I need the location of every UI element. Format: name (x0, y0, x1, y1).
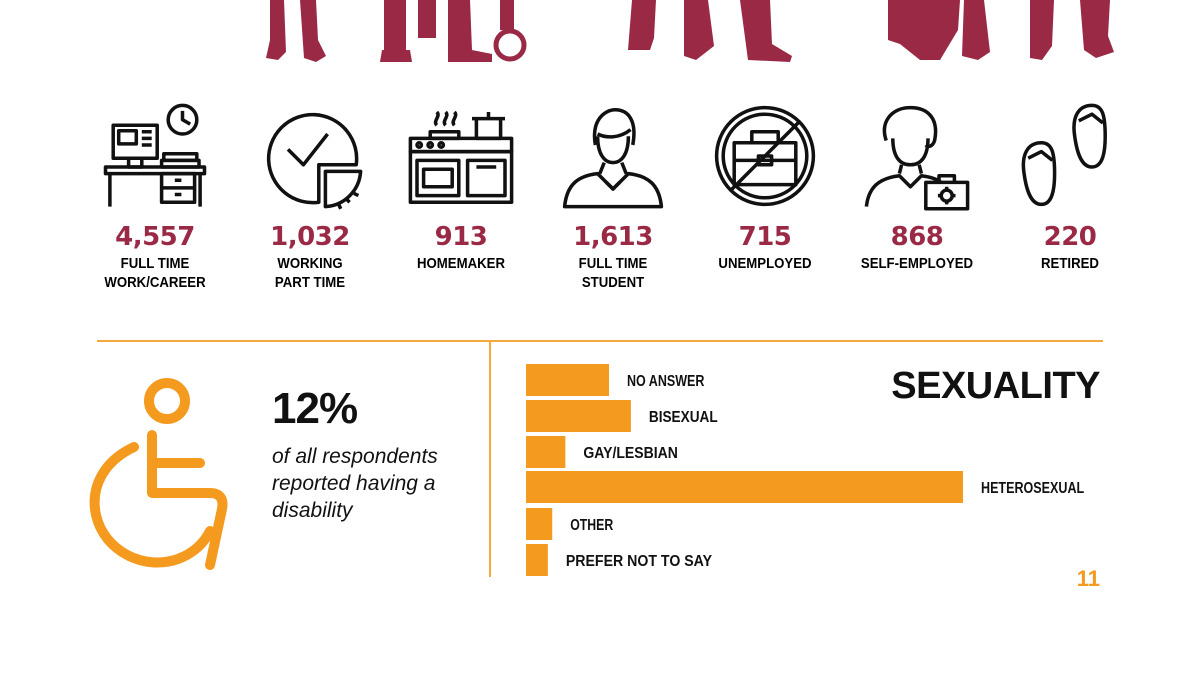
self-employed-person-icon (864, 105, 970, 211)
stat-part-time: 1,032 WORKING PART TIME (240, 100, 380, 292)
stat-label: SELF-EMPLOYED (860, 255, 974, 272)
stat-value: 1,613 (573, 222, 653, 252)
stat-homemaker: 913 HOMEMAKER (391, 100, 531, 273)
bar-label: GAY/LESBIAN (583, 445, 678, 462)
stat-label: RETIRED (1041, 255, 1099, 272)
stat-unemployed: 715 UNEMPLOYED (695, 100, 835, 273)
wheelchair-icon (89, 378, 228, 570)
page-number: 11 (1076, 566, 1100, 591)
bar-other (526, 508, 553, 540)
bar-prefer-not-to-say (526, 544, 548, 576)
silhouette-figures (266, 0, 1114, 62)
kitchen-stove-icon (408, 110, 514, 204)
office-desk-icon (103, 103, 207, 207)
stat-value: 1,032 (270, 222, 350, 252)
section-divider (97, 340, 1103, 342)
stat-value: 220 (1043, 222, 1097, 252)
stat-label: UNEMPLOYED (718, 255, 812, 272)
flip-flops-icon (1021, 103, 1107, 207)
employment-stats-row: 4,557 FULL TIME WORK/CAREER 1,032 WORKIN… (95, 100, 1115, 310)
stat-value: 868 (890, 222, 944, 252)
column-divider (489, 342, 491, 577)
bar-no-answer (526, 364, 610, 396)
no-briefcase-icon (714, 105, 816, 207)
stat-label: FULL TIME STUDENT (578, 255, 648, 291)
people-silhouettes-illustration (266, 0, 1114, 62)
stat-student: 1,613 FULL TIME STUDENT (543, 100, 683, 292)
bar-bisexual (526, 400, 631, 432)
stat-label: FULL TIME WORK/CAREER (104, 255, 206, 291)
bar-label: HETEROSEXUAL (981, 480, 1084, 497)
stat-self-employed: 868 SELF-EMPLOYED (847, 100, 987, 273)
bar-label: BISEXUAL (649, 409, 718, 426)
disability-percent: 12% (272, 384, 358, 433)
stat-value: 4,557 (115, 222, 195, 252)
stat-value: 913 (434, 222, 488, 252)
student-icon (562, 108, 664, 209)
chart-title: SEXUALITY (891, 365, 1100, 407)
disability-caption: of all respondents reported having a dis… (272, 445, 438, 522)
stat-full-time-work: 4,557 FULL TIME WORK/CAREER (85, 100, 225, 292)
bar-label: NO ANSWER (627, 373, 705, 390)
sexuality-bar-chart: NO ANSWER BISEXUAL GAY/LESBIAN HETEROSEXUAL… (526, 364, 1084, 576)
stat-label: HOMEMAKER (417, 255, 505, 272)
clock-pie-icon (266, 112, 363, 210)
stat-value: 715 (738, 222, 792, 252)
bar-gay-lesbian (526, 436, 566, 468)
bar-label: OTHER (570, 517, 613, 534)
bar-label: PREFER NOT TO SAY (566, 553, 712, 570)
stat-label: WORKING PART TIME (274, 255, 346, 291)
bar-heterosexual (526, 471, 963, 503)
stat-retired: 220 RETIRED (1000, 100, 1140, 273)
